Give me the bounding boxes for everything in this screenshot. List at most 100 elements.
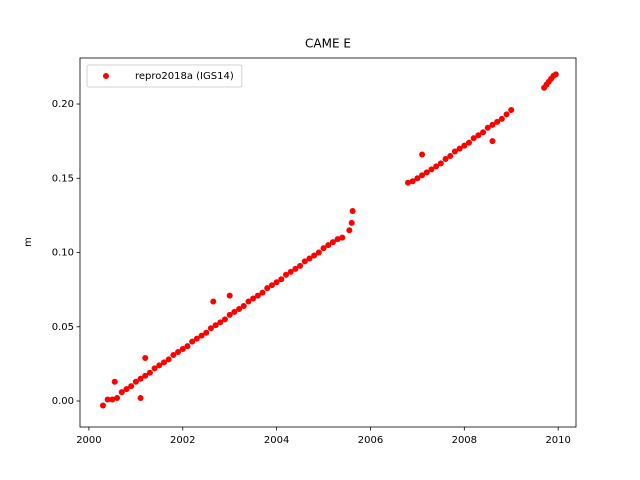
data-point bbox=[137, 395, 144, 402]
data-point bbox=[236, 305, 243, 312]
data-point bbox=[306, 255, 313, 262]
data-point bbox=[283, 271, 290, 278]
data-point bbox=[245, 298, 252, 305]
legend-marker bbox=[103, 73, 109, 79]
y-tick-label: 0.05 bbox=[52, 322, 74, 333]
data-point bbox=[489, 138, 496, 145]
x-tick-label: 2002 bbox=[170, 435, 195, 446]
data-point bbox=[419, 151, 426, 158]
data-point bbox=[433, 163, 440, 170]
data-point bbox=[160, 359, 167, 366]
data-point bbox=[226, 292, 233, 299]
data-point bbox=[297, 262, 304, 269]
data-point bbox=[132, 378, 139, 385]
data-point bbox=[231, 308, 238, 315]
data-point bbox=[466, 139, 473, 146]
data-point bbox=[508, 106, 515, 113]
y-tick-label: 0.15 bbox=[52, 173, 74, 184]
data-point bbox=[207, 325, 214, 332]
data-point bbox=[146, 369, 153, 376]
data-point bbox=[315, 249, 322, 256]
data-point bbox=[210, 298, 217, 305]
data-point bbox=[240, 302, 247, 309]
data-point bbox=[114, 395, 121, 402]
x-tick-label: 2000 bbox=[76, 435, 101, 446]
data-point bbox=[301, 258, 308, 265]
data-point bbox=[111, 378, 118, 385]
data-point bbox=[456, 145, 463, 152]
data-point bbox=[198, 332, 205, 339]
data-point bbox=[503, 111, 510, 118]
data-point bbox=[264, 285, 271, 292]
data-point bbox=[311, 252, 318, 259]
data-point bbox=[349, 207, 356, 214]
data-point bbox=[104, 396, 111, 403]
data-point bbox=[221, 316, 228, 323]
data-point bbox=[259, 289, 266, 296]
data-point bbox=[189, 338, 196, 345]
chart-title: CAME E bbox=[305, 37, 351, 51]
data-point bbox=[226, 311, 233, 318]
x-tick-label: 2006 bbox=[358, 435, 383, 446]
data-point bbox=[470, 135, 477, 142]
data-point bbox=[179, 346, 186, 353]
y-tick-label: 0.20 bbox=[52, 99, 74, 110]
data-point bbox=[423, 169, 430, 176]
data-point bbox=[409, 178, 416, 185]
data-point bbox=[461, 142, 468, 149]
data-point bbox=[320, 245, 327, 252]
data-point bbox=[128, 383, 135, 390]
legend-box bbox=[86, 64, 243, 88]
data-point bbox=[348, 219, 355, 226]
data-point bbox=[250, 295, 257, 302]
data-point bbox=[339, 234, 346, 241]
y-tick-label: 0.00 bbox=[52, 396, 74, 407]
data-point bbox=[484, 124, 491, 131]
data-point bbox=[123, 386, 130, 393]
data-point bbox=[212, 322, 219, 329]
data-point bbox=[451, 148, 458, 155]
data-point bbox=[287, 268, 294, 275]
data-point bbox=[165, 356, 172, 363]
data-point bbox=[109, 396, 116, 403]
data-point bbox=[447, 153, 454, 160]
data-point bbox=[405, 179, 412, 186]
legend-label: repro2018a (IGS14) bbox=[135, 71, 234, 82]
data-point bbox=[334, 236, 341, 243]
data-point bbox=[329, 239, 336, 246]
x-tick-label: 2010 bbox=[545, 435, 570, 446]
data-point bbox=[118, 389, 125, 396]
data-point bbox=[151, 365, 158, 372]
data-point bbox=[489, 121, 496, 128]
axes-frame bbox=[79, 57, 577, 428]
data-point bbox=[346, 227, 353, 234]
data-point bbox=[552, 71, 559, 78]
y-axis-label: m bbox=[23, 237, 34, 247]
data-point bbox=[156, 362, 163, 369]
data-point bbox=[442, 155, 449, 162]
data-point bbox=[254, 292, 261, 299]
data-point bbox=[217, 319, 224, 326]
y-tick-label: 0.10 bbox=[52, 248, 74, 259]
data-point bbox=[184, 343, 191, 350]
data-point bbox=[419, 172, 426, 179]
data-point bbox=[137, 375, 144, 382]
data-point bbox=[175, 349, 182, 356]
data-point bbox=[273, 279, 280, 286]
data-point bbox=[170, 351, 177, 358]
data-point bbox=[99, 402, 106, 409]
data-point bbox=[428, 166, 435, 173]
data-point bbox=[142, 372, 149, 379]
data-point bbox=[475, 132, 482, 139]
data-point bbox=[203, 329, 210, 336]
x-tick-label: 2008 bbox=[452, 435, 477, 446]
data-point bbox=[278, 276, 285, 283]
plot-area bbox=[99, 71, 559, 409]
data-point bbox=[494, 118, 501, 125]
data-point bbox=[193, 335, 200, 342]
data-point bbox=[480, 129, 487, 136]
x-tick-label: 2004 bbox=[264, 435, 289, 446]
data-point bbox=[142, 354, 149, 361]
data-point bbox=[325, 242, 332, 249]
